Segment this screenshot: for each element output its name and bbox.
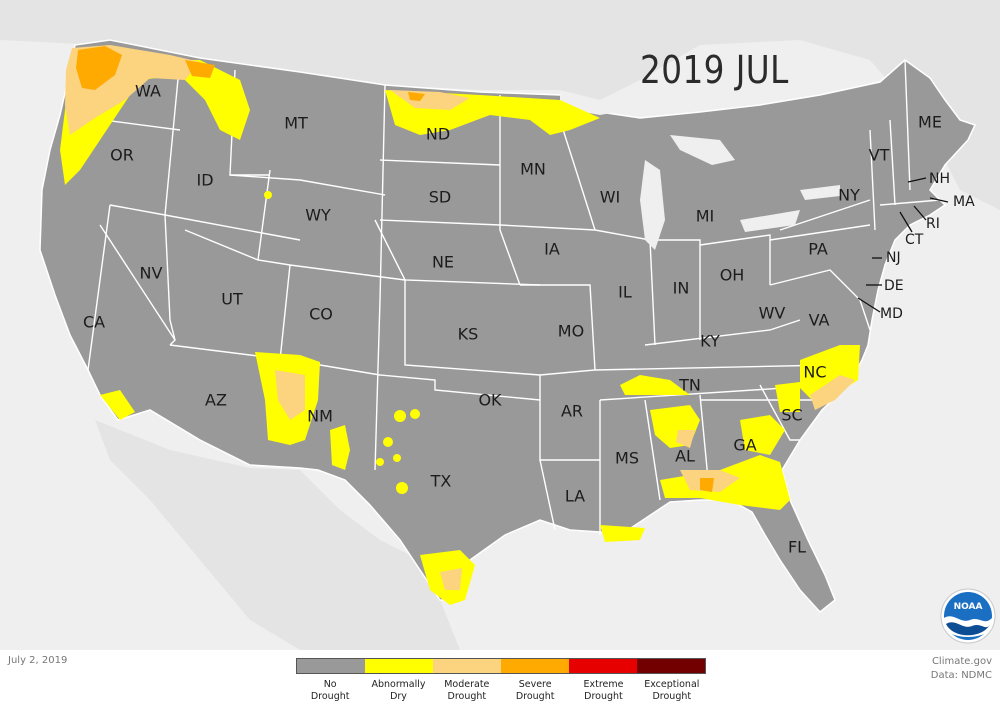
state-label-nm: NM [307,407,333,426]
legend-swatch-moderate [433,659,501,673]
state-label-in: IN [673,279,690,298]
state-label-tx: TX [430,472,452,491]
state-label-nv: NV [140,264,163,283]
state-label-ca: CA [83,313,105,332]
state-label-wv: WV [759,304,786,323]
legend-labels: No Drought Abnormally Dry Moderate Drought … [296,679,706,703]
state-label-sc: SC [781,406,802,425]
legend-swatches [296,658,706,674]
state-label-ar: AR [561,402,583,421]
state-label-id: ID [196,171,213,190]
state-labels: WA OR CA ID NV MT WY UT AZ CO NM ND SD N… [83,82,975,557]
canada-landmass [0,0,1000,210]
state-label-tn: TN [678,376,701,395]
state-label-wa: WA [135,82,161,101]
legend-swatch-severe [501,659,569,673]
legend-label-moderate: Moderate Drought [444,679,490,702]
state-label-nc: NC [803,363,826,382]
state-label-il: IL [618,283,632,302]
state-label-ne: NE [432,253,454,272]
state-label-mn: MN [520,160,546,179]
state-label-az: AZ [205,391,227,410]
credit-data: Data: NDMC [930,670,992,681]
noaa-logo-text: NOAA [954,602,983,612]
severe-drought-areas [76,46,714,492]
legend-label-severe: Severe Drought [515,679,555,702]
credit-source: Climate.gov [931,656,992,667]
state-label-wi: WI [600,188,621,207]
state-label-pa: PA [808,240,828,259]
state-label-ky: KY [700,332,720,351]
state-label-wy: WY [305,206,331,225]
state-label-fl: FL [788,538,806,557]
legend-swatch-no-drought [297,659,365,673]
state-label-md: MD [880,306,903,322]
state-label-oh: OH [720,266,745,285]
state-label-ri: RI [926,216,940,232]
state-label-ma: MA [953,194,975,210]
legend-label-extreme: Extreme Drought [583,679,624,702]
state-label-nd: ND [426,125,450,144]
state-label-ok: OK [478,391,502,410]
state-borders [65,57,941,535]
state-label-me: ME [918,113,942,132]
state-label-de: DE [884,278,904,294]
state-label-la: LA [565,487,585,506]
state-label-ct: CT [905,232,924,248]
state-label-va: VA [809,311,830,330]
legend-swatch-extreme [569,659,637,673]
map-title: 2019 JUL [640,48,789,92]
state-label-al: AL [675,447,695,466]
legend-label-abnormally-dry: Abnormally Dry [371,679,426,702]
legend-swatch-abnormally-dry [365,659,433,673]
state-label-ms: MS [615,449,639,468]
state-label-ga: GA [733,436,756,455]
state-label-sd: SD [429,188,451,207]
state-label-mt: MT [284,114,308,133]
credit: Climate.gov Data: NDMC [931,655,992,683]
state-label-nh: NH [929,171,950,187]
state-label-ny: NY [838,186,860,205]
state-label-nj: NJ [886,250,901,266]
map-date: July 2, 2019 [8,655,68,666]
state-label-or: OR [110,146,134,165]
state-label-vt: VT [869,146,890,165]
state-label-mo: MO [558,322,584,341]
mexico-landmass [95,420,460,650]
drought-map: WA OR CA ID NV MT WY UT AZ CO NM ND SD N… [0,0,1000,650]
noaa-logo-icon: NOAA [940,588,996,644]
state-label-ia: IA [544,240,560,259]
legend-label-no-drought: No Drought [310,679,350,702]
footer: July 2, 2019 Climate.gov Data: NDMC No Dr… [0,650,1000,720]
state-label-co: CO [309,305,333,324]
legend: No Drought Abnormally Dry Moderate Drought … [296,658,706,703]
legend-label-exceptional: Exceptional Drought [644,679,700,702]
state-label-ut: UT [221,290,243,309]
state-label-mi: MI [696,207,715,226]
legend-swatch-exceptional [637,659,705,673]
state-label-ks: KS [458,325,479,344]
